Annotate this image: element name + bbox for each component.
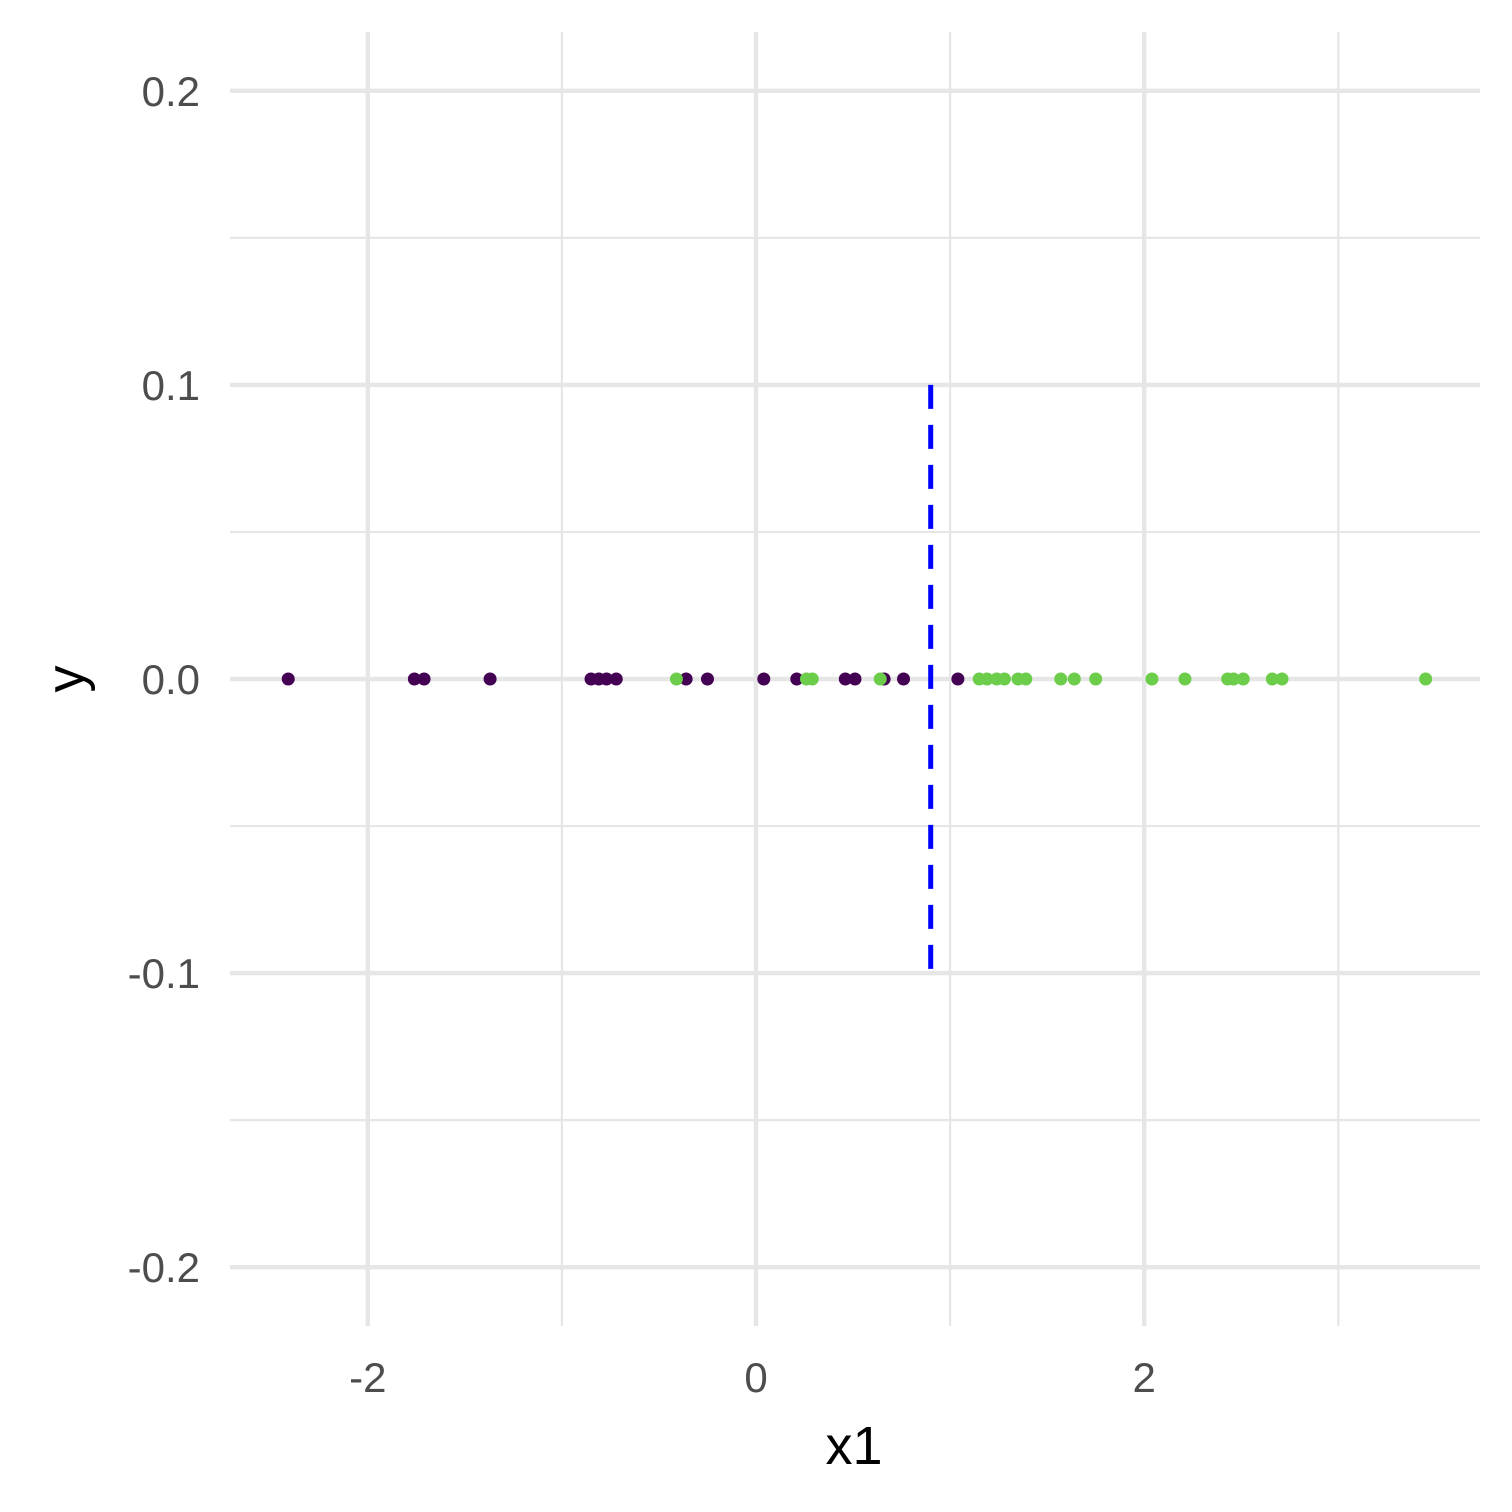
data-point	[669, 672, 683, 686]
data-point	[1089, 672, 1103, 686]
data-point	[897, 672, 911, 686]
data-point	[1067, 672, 1081, 686]
data-point	[1054, 672, 1068, 686]
x-axis-title: x1	[825, 1416, 882, 1476]
data-point	[700, 672, 714, 686]
data-point	[600, 672, 614, 686]
data-point	[997, 672, 1011, 686]
data-point	[757, 672, 771, 686]
y-tick-label: 0.0	[142, 656, 200, 703]
y-tick-label: 0.1	[142, 362, 200, 409]
data-point	[1178, 672, 1192, 686]
y-tick-label: 0.2	[142, 68, 200, 115]
x-tick-label: -2	[349, 1354, 386, 1401]
x-tick-label: 0	[744, 1354, 767, 1401]
data-point	[790, 672, 804, 686]
data-point	[1419, 672, 1433, 686]
data-point	[281, 672, 295, 686]
data-point	[483, 672, 497, 686]
y-tick-label: -0.2	[128, 1244, 200, 1291]
data-point	[1265, 672, 1279, 686]
data-point	[609, 672, 623, 686]
y-tick-label: -0.1	[128, 950, 200, 997]
data-point	[838, 672, 852, 686]
data-point	[805, 672, 819, 686]
data-point	[679, 672, 693, 686]
data-point	[1236, 672, 1250, 686]
data-point	[873, 672, 887, 686]
data-point	[951, 672, 965, 686]
y-tick-labels: -0.2 -0.1 0.0 0.1 0.2	[128, 68, 200, 1291]
data-point	[1226, 672, 1240, 686]
data-point	[848, 672, 862, 686]
data-point	[417, 672, 431, 686]
y-axis-title: y	[36, 666, 96, 693]
data-point	[407, 672, 421, 686]
data-points	[281, 672, 1433, 686]
data-point	[980, 672, 994, 686]
x-tick-labels: -2 0 2	[349, 1354, 1156, 1401]
data-point	[1145, 672, 1159, 686]
data-point	[1019, 672, 1033, 686]
x-tick-label: 2	[1133, 1354, 1156, 1401]
data-point	[1275, 672, 1289, 686]
